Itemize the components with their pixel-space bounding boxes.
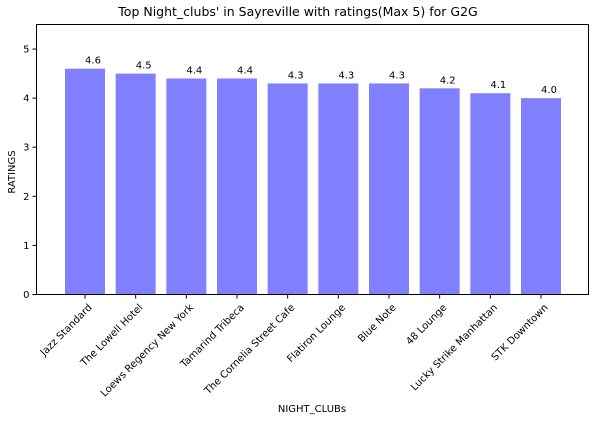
bar (166, 78, 207, 295)
bar-value-label: 4.3 (288, 70, 304, 81)
bar-value-label: 4.6 (85, 56, 101, 67)
bar (65, 68, 105, 295)
y-ticks-group: 0 1 2 3 4 5 (23, 45, 37, 301)
x-axis-label: NIGHT_CLUBs (278, 404, 346, 415)
chart-title: Top Night_clubs' in Sayreville with rati… (117, 4, 477, 19)
bar-value-label: 4.0 (541, 85, 557, 96)
y-tick-label: 2 (23, 192, 29, 203)
bar-value-label: 4.4 (237, 66, 253, 77)
bar (369, 83, 409, 295)
bar (521, 98, 561, 295)
bar (470, 93, 511, 295)
x-tick-label: STK Downtown (490, 302, 551, 363)
x-tick-label: Jazz Standard (38, 302, 95, 359)
bar-value-label: 4.3 (389, 70, 405, 81)
y-tick-label: 0 (23, 290, 29, 301)
bars-group (65, 68, 561, 295)
bar (419, 88, 460, 295)
bar (217, 78, 257, 295)
bar-value-label: 4.2 (440, 75, 456, 86)
value-labels-group: 4.6 4.5 4.4 4.4 4.3 4.3 4.3 4.2 4.1 4.0 (85, 56, 557, 96)
bar-value-label: 4.3 (338, 70, 354, 81)
bar (318, 83, 359, 295)
bar-value-label: 4.1 (490, 80, 506, 91)
y-tick-label: 1 (23, 241, 29, 252)
x-tick-label: Loews Regency New York (99, 302, 196, 399)
y-tick-label: 5 (23, 45, 29, 56)
bar-value-label: 4.4 (186, 66, 202, 77)
y-tick-label: 4 (23, 94, 29, 105)
x-tick-label: Lucky Strike Manhattan (409, 302, 500, 393)
x-tick-label: 48 Lounge (404, 302, 449, 347)
bar (267, 83, 308, 295)
bar (115, 73, 156, 295)
x-tick-label: The Cornelia Street Cafe (202, 302, 297, 397)
bar-value-label: 4.5 (136, 61, 152, 72)
x-tick-label: Blue Note (356, 302, 398, 344)
y-tick-label: 3 (23, 143, 29, 154)
y-axis-label: RATINGS (7, 150, 18, 193)
plot-frame (36, 24, 589, 295)
